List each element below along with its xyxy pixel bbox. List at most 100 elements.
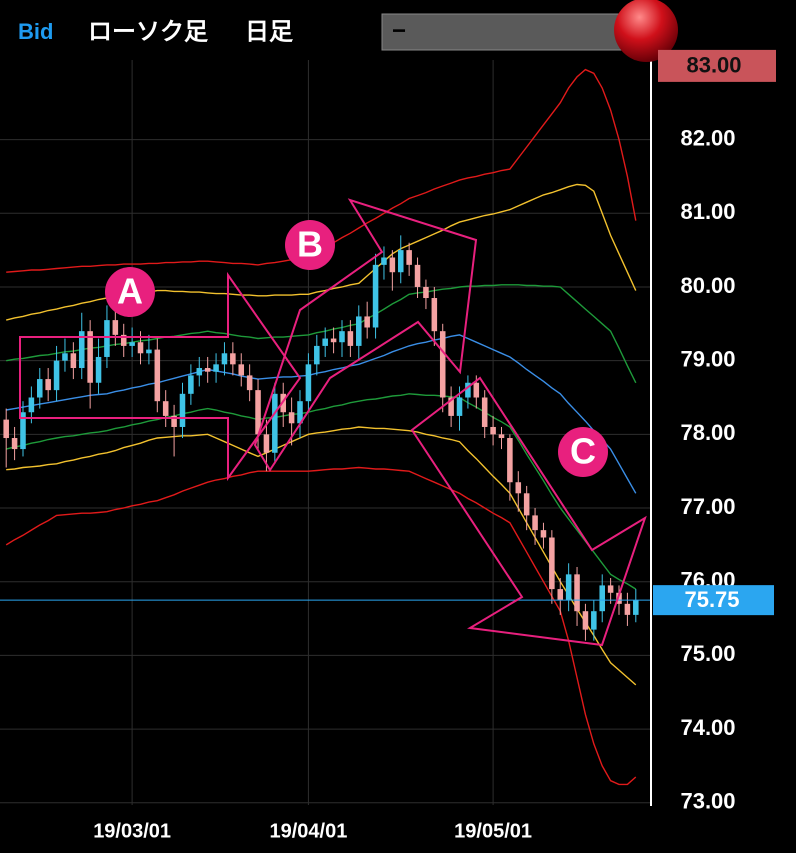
y-tick-label: 73.00 — [680, 789, 735, 814]
candle-body — [146, 349, 152, 354]
candle-body — [263, 434, 270, 453]
candle-body — [297, 401, 303, 424]
candle-body — [633, 600, 639, 615]
candle-body — [507, 438, 513, 483]
band-line — [6, 393, 637, 590]
band-line — [6, 334, 637, 494]
candle-body — [137, 342, 144, 354]
candle-body — [188, 375, 194, 394]
annotation-badge — [558, 427, 608, 477]
candle-body — [104, 320, 110, 357]
candle-body — [397, 250, 404, 273]
candle-body — [179, 393, 186, 427]
candle-body — [339, 331, 345, 343]
candle-body — [70, 353, 77, 369]
candle-body — [372, 264, 379, 328]
candle-body — [574, 574, 580, 612]
candle-body — [280, 393, 286, 413]
feed-label: Bid — [18, 19, 53, 44]
plot-area: 73.0074.0075.0076.0077.0078.0079.0080.00… — [0, 60, 736, 842]
candle-body — [112, 320, 119, 335]
x-tick-label: 19/04/01 — [269, 820, 347, 842]
candle-body — [498, 434, 505, 439]
period-label: 日足 — [245, 18, 293, 45]
handle-ball[interactable] — [614, 0, 678, 62]
arrow-a — [19, 271, 302, 482]
candle-body — [255, 390, 261, 435]
y-tick-label: 74.00 — [680, 715, 735, 740]
candle-body — [423, 286, 429, 299]
candle-body — [129, 342, 135, 346]
candle-body — [120, 334, 127, 346]
candle-body — [238, 364, 245, 376]
annotation-badge — [285, 220, 335, 270]
y-tick-label: 77.00 — [680, 494, 735, 519]
candle-body — [330, 338, 337, 343]
candle-body — [481, 397, 488, 427]
candle-body — [431, 298, 438, 332]
candle-body — [356, 316, 362, 346]
high-price-label: 83.00 — [686, 53, 741, 78]
candle-body — [465, 382, 471, 398]
candle-body — [624, 603, 631, 615]
last-price-label: 75.75 — [684, 587, 739, 612]
arrow-b — [253, 198, 478, 472]
band-line — [5, 466, 637, 786]
candle-body — [204, 368, 211, 372]
candle-body — [490, 426, 496, 435]
last-price-box — [653, 585, 774, 616]
y-tick-label: 82.00 — [680, 125, 735, 150]
candle-body — [221, 353, 228, 365]
candle-body — [20, 412, 26, 450]
x-tick-label: 19/03/01 — [93, 820, 171, 842]
candle-body — [347, 331, 354, 346]
high-price-box — [658, 49, 776, 82]
candle-body — [45, 379, 51, 391]
candle-body — [78, 331, 85, 369]
candle-body — [381, 257, 387, 265]
y-tick-label: 79.00 — [680, 346, 735, 371]
candle-body — [456, 397, 463, 416]
candle-body — [607, 585, 614, 593]
candle-body — [364, 316, 370, 328]
y-tick-label: 75.00 — [680, 641, 735, 666]
candle-body — [515, 482, 522, 494]
selector-text[interactable]: − — [392, 17, 406, 44]
y-tick-label: 80.00 — [680, 273, 735, 298]
candle-body — [582, 611, 589, 630]
candle-body — [62, 353, 68, 361]
band-line — [6, 426, 637, 686]
chart-type-label: ローソク足 — [88, 18, 208, 45]
candle-body — [3, 419, 9, 439]
candle-body — [171, 415, 177, 427]
selector-box[interactable] — [381, 13, 651, 51]
candle-body — [11, 438, 18, 450]
annotation-badge — [105, 267, 155, 317]
candle-body — [549, 537, 555, 590]
candle-body — [28, 397, 35, 413]
candle-body — [272, 393, 278, 453]
candle-body — [196, 368, 203, 376]
candle-body — [37, 379, 43, 398]
candle-body — [523, 493, 530, 516]
candle-body — [213, 364, 219, 372]
candle-body — [246, 375, 253, 391]
candle-body — [540, 530, 547, 538]
candle-body — [162, 401, 169, 416]
band-line — [6, 284, 637, 384]
candle-body — [95, 356, 102, 383]
candle-body — [87, 331, 93, 383]
candle-body — [439, 331, 446, 398]
annotation-label: C — [570, 431, 596, 472]
candle-body — [599, 585, 605, 612]
candle-body — [532, 515, 538, 531]
candle-body — [314, 345, 320, 365]
y-tick-label: 78.00 — [680, 420, 735, 445]
candle-body — [305, 364, 312, 402]
candle-body — [557, 589, 564, 601]
candle-body — [448, 397, 454, 416]
annotation-label: B — [297, 224, 323, 265]
candle-body — [591, 611, 597, 630]
x-tick-label: 19/05/01 — [454, 820, 532, 842]
